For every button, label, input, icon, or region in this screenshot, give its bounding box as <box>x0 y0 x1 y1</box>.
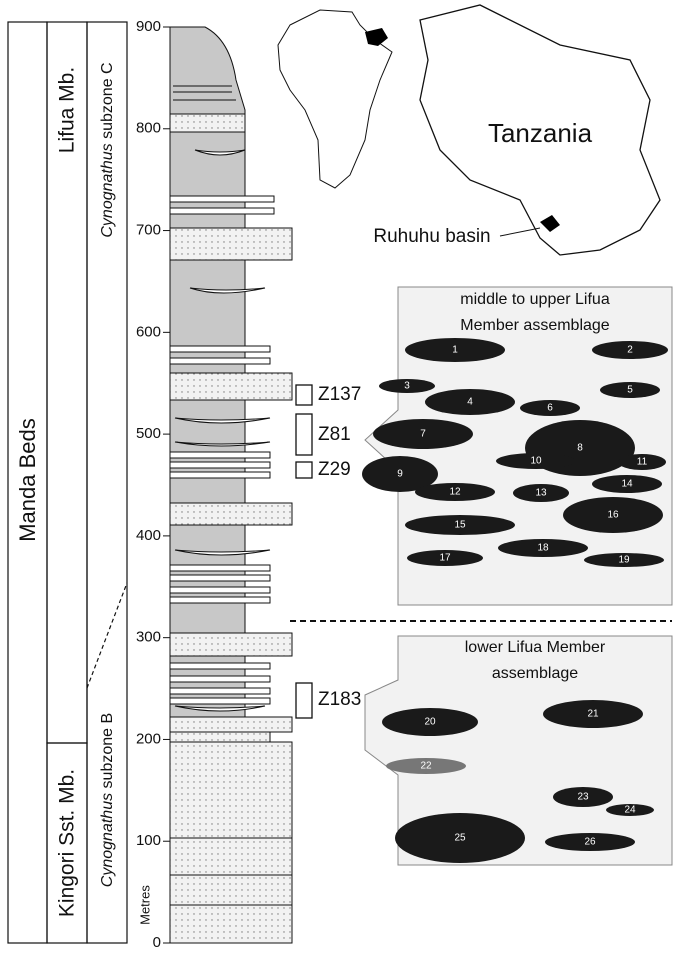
subzone-label: Cynognathus subzone B <box>99 713 116 887</box>
taxon-number: 9 <box>397 469 403 480</box>
sandstone-bed <box>170 373 292 400</box>
taxon-number: 13 <box>535 488 547 499</box>
taxon-number: 12 <box>449 487 461 498</box>
taxon-number: 6 <box>547 403 553 414</box>
tick-label: 300 <box>136 629 161 646</box>
sample-label: Z183 <box>318 689 361 710</box>
subzone-genus: Cynognathus <box>99 793 116 887</box>
sample-label: Z137 <box>318 384 361 405</box>
boundary <box>87 583 127 688</box>
sample-label: Z29 <box>318 459 351 480</box>
axis-label: Metres <box>137 885 152 925</box>
sandstone-bed <box>170 838 292 875</box>
tanzania-inset <box>365 28 388 46</box>
subzone-label: Cynognathus subzone C <box>99 62 116 237</box>
group-label: Manda Beds <box>15 418 40 542</box>
taxon-number: 23 <box>577 792 589 803</box>
member-label: Kingori Sst. Mb. <box>56 769 79 917</box>
sandstone-bed <box>170 742 292 838</box>
taxon-number: 25 <box>454 833 466 844</box>
taxon-number: 2 <box>627 345 633 356</box>
taxon-number: 22 <box>420 761 432 772</box>
tick-label: 700 <box>136 222 161 239</box>
sandstone-bed <box>170 905 292 943</box>
sandstone-bed <box>170 732 270 742</box>
tick-label: 900 <box>136 18 161 35</box>
sample-label: Z81 <box>318 424 351 445</box>
taxon-number: 21 <box>587 709 599 720</box>
taxon-number: 18 <box>537 543 549 554</box>
taxon-number: 3 <box>404 381 410 392</box>
sandstone-bed <box>170 114 245 132</box>
sandstone-bed <box>170 228 292 260</box>
assemblage-title: Member assemblage <box>460 317 610 334</box>
taxon-number: 24 <box>624 805 636 816</box>
subzone-genus: Cynognathus <box>99 143 116 237</box>
taxon-number: 5 <box>627 385 633 396</box>
tick-label: 0 <box>153 934 161 951</box>
taxon-number: 16 <box>607 510 619 521</box>
assemblage-title: middle to upper Lifua <box>460 291 610 308</box>
sandstone-bed <box>170 717 292 732</box>
assemblage-title: lower Lifua Member <box>465 639 606 656</box>
taxon-number: 14 <box>621 479 633 490</box>
tick-label: 200 <box>136 730 161 747</box>
taxon-number: 15 <box>454 520 466 531</box>
sandstone-bed <box>170 633 292 656</box>
figure: Metres 0 100 200 300 400 500 600 700 800 900 Manda… <box>0 0 673 953</box>
taxon-number: 17 <box>439 553 451 564</box>
strat-column <box>170 27 292 943</box>
tick-label: 500 <box>136 425 161 442</box>
taxon-number: 19 <box>618 555 630 566</box>
taxon-number: 20 <box>424 717 436 728</box>
taxon-number: 7 <box>420 429 426 440</box>
page: {"columns": {"group": "Manda Beds", "mem… <box>0 0 673 958</box>
subzone-name: subzone C <box>99 62 116 143</box>
assemblage-title: assemblage <box>492 665 578 682</box>
basin-label: Ruhuhu basin <box>373 226 490 247</box>
taxon-number: 10 <box>530 456 542 467</box>
subzone-name: subzone B <box>99 713 116 793</box>
tick-label: 600 <box>136 323 161 340</box>
tick-label: 400 <box>136 527 161 544</box>
tick-label: 100 <box>136 832 161 849</box>
taxon-number: 26 <box>584 837 596 848</box>
tick-label: 800 <box>136 120 161 137</box>
taxon-number: 11 <box>637 457 648 468</box>
sandstone-bed <box>170 503 292 525</box>
member-label: Lifua Mb. <box>56 67 79 153</box>
taxon-number: 8 <box>577 443 583 454</box>
taxon-number: 1 <box>452 345 458 356</box>
sample-boxes <box>296 385 312 718</box>
leader-line <box>500 228 540 236</box>
sandstone-bed <box>170 875 292 905</box>
country-label: Tanzania <box>488 118 593 148</box>
taxon-number: 4 <box>467 397 473 408</box>
